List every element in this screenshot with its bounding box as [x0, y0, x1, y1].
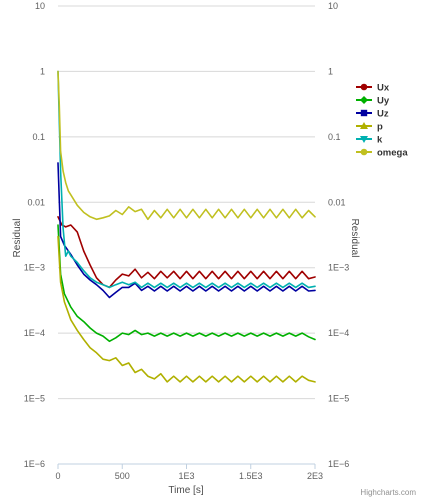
y-axis-title-left: Residual [12, 219, 23, 258]
legend-label: p [377, 122, 383, 133]
y-tick-label-left: 1 [40, 66, 45, 76]
y-tick-label-right: 0.1 [328, 132, 341, 142]
legend-marker-triangle-down [360, 136, 368, 143]
series-layer [57, 70, 316, 383]
y-tick-label-right: 10 [328, 1, 338, 11]
y-tick-label-left: 1E−4 [24, 328, 45, 338]
legend-item-Uy[interactable]: Uy [356, 96, 390, 107]
legend-marker-circle [360, 148, 368, 156]
series-line-p [57, 235, 316, 383]
y-tick-label-left: 1E−6 [24, 459, 45, 469]
y-tick-label-left: 1E−5 [24, 394, 45, 404]
legend-marker-circle [360, 83, 368, 91]
credits-link[interactable]: Highcharts.com [360, 488, 416, 497]
legend-marker-diamond [360, 96, 368, 104]
series-line-omega [57, 70, 316, 221]
tick-labels: 10 10 1 1 0.1 0.1 0.01 0.01 1E−3 1E−3 1E−4 1E−4 1E−5… [24, 1, 350, 481]
x-tick-label: 0 [55, 471, 60, 481]
y-tick-label-right: 1 [328, 66, 333, 76]
y-tick-label-right: 0.01 [328, 197, 346, 207]
y-axis-title-right: Residual [349, 219, 360, 258]
y-tick-label-right: 1E−4 [328, 328, 349, 338]
x-tick-label: 1E3 [178, 471, 194, 481]
series-line-Uy [57, 224, 316, 343]
legend-item-k[interactable]: k [356, 135, 383, 146]
y-tick-label-left: 0.1 [32, 132, 45, 142]
legend-item-omega[interactable]: omega [356, 148, 408, 159]
legend-label: Uz [377, 109, 389, 120]
legend-marker-triangle [360, 122, 368, 129]
series-line-Uz [57, 162, 316, 299]
x-axis [57, 463, 316, 469]
x-axis-title: Time [s] [168, 485, 203, 496]
legend-item-p[interactable]: p [356, 122, 383, 133]
legend-label: omega [377, 148, 408, 159]
legend[interactable]: Ux Uy Uz pk omega [356, 83, 408, 159]
y-tick-label-right: 1E−5 [328, 394, 349, 404]
y-tick-label-left: 0.01 [27, 197, 45, 207]
legend-label: k [377, 135, 383, 146]
x-tick-label: 1.5E3 [239, 471, 263, 481]
legend-marker-square [360, 109, 368, 117]
series-line-Ux [57, 216, 316, 289]
y-tick-label-left: 1E−3 [24, 263, 45, 273]
y-tick-label-left: 10 [35, 1, 45, 11]
series-line-k [57, 70, 316, 289]
legend-label: Uy [377, 96, 390, 107]
x-tick-label: 2E3 [307, 471, 323, 481]
y-tick-label-right: 1E−3 [328, 263, 349, 273]
legend-label: Ux [377, 83, 390, 94]
legend-item-Ux[interactable]: Ux [356, 83, 390, 94]
legend-item-Uz[interactable]: Uz [356, 109, 389, 120]
x-tick-label: 500 [115, 471, 130, 481]
y-tick-label-right: 1E−6 [328, 459, 349, 469]
